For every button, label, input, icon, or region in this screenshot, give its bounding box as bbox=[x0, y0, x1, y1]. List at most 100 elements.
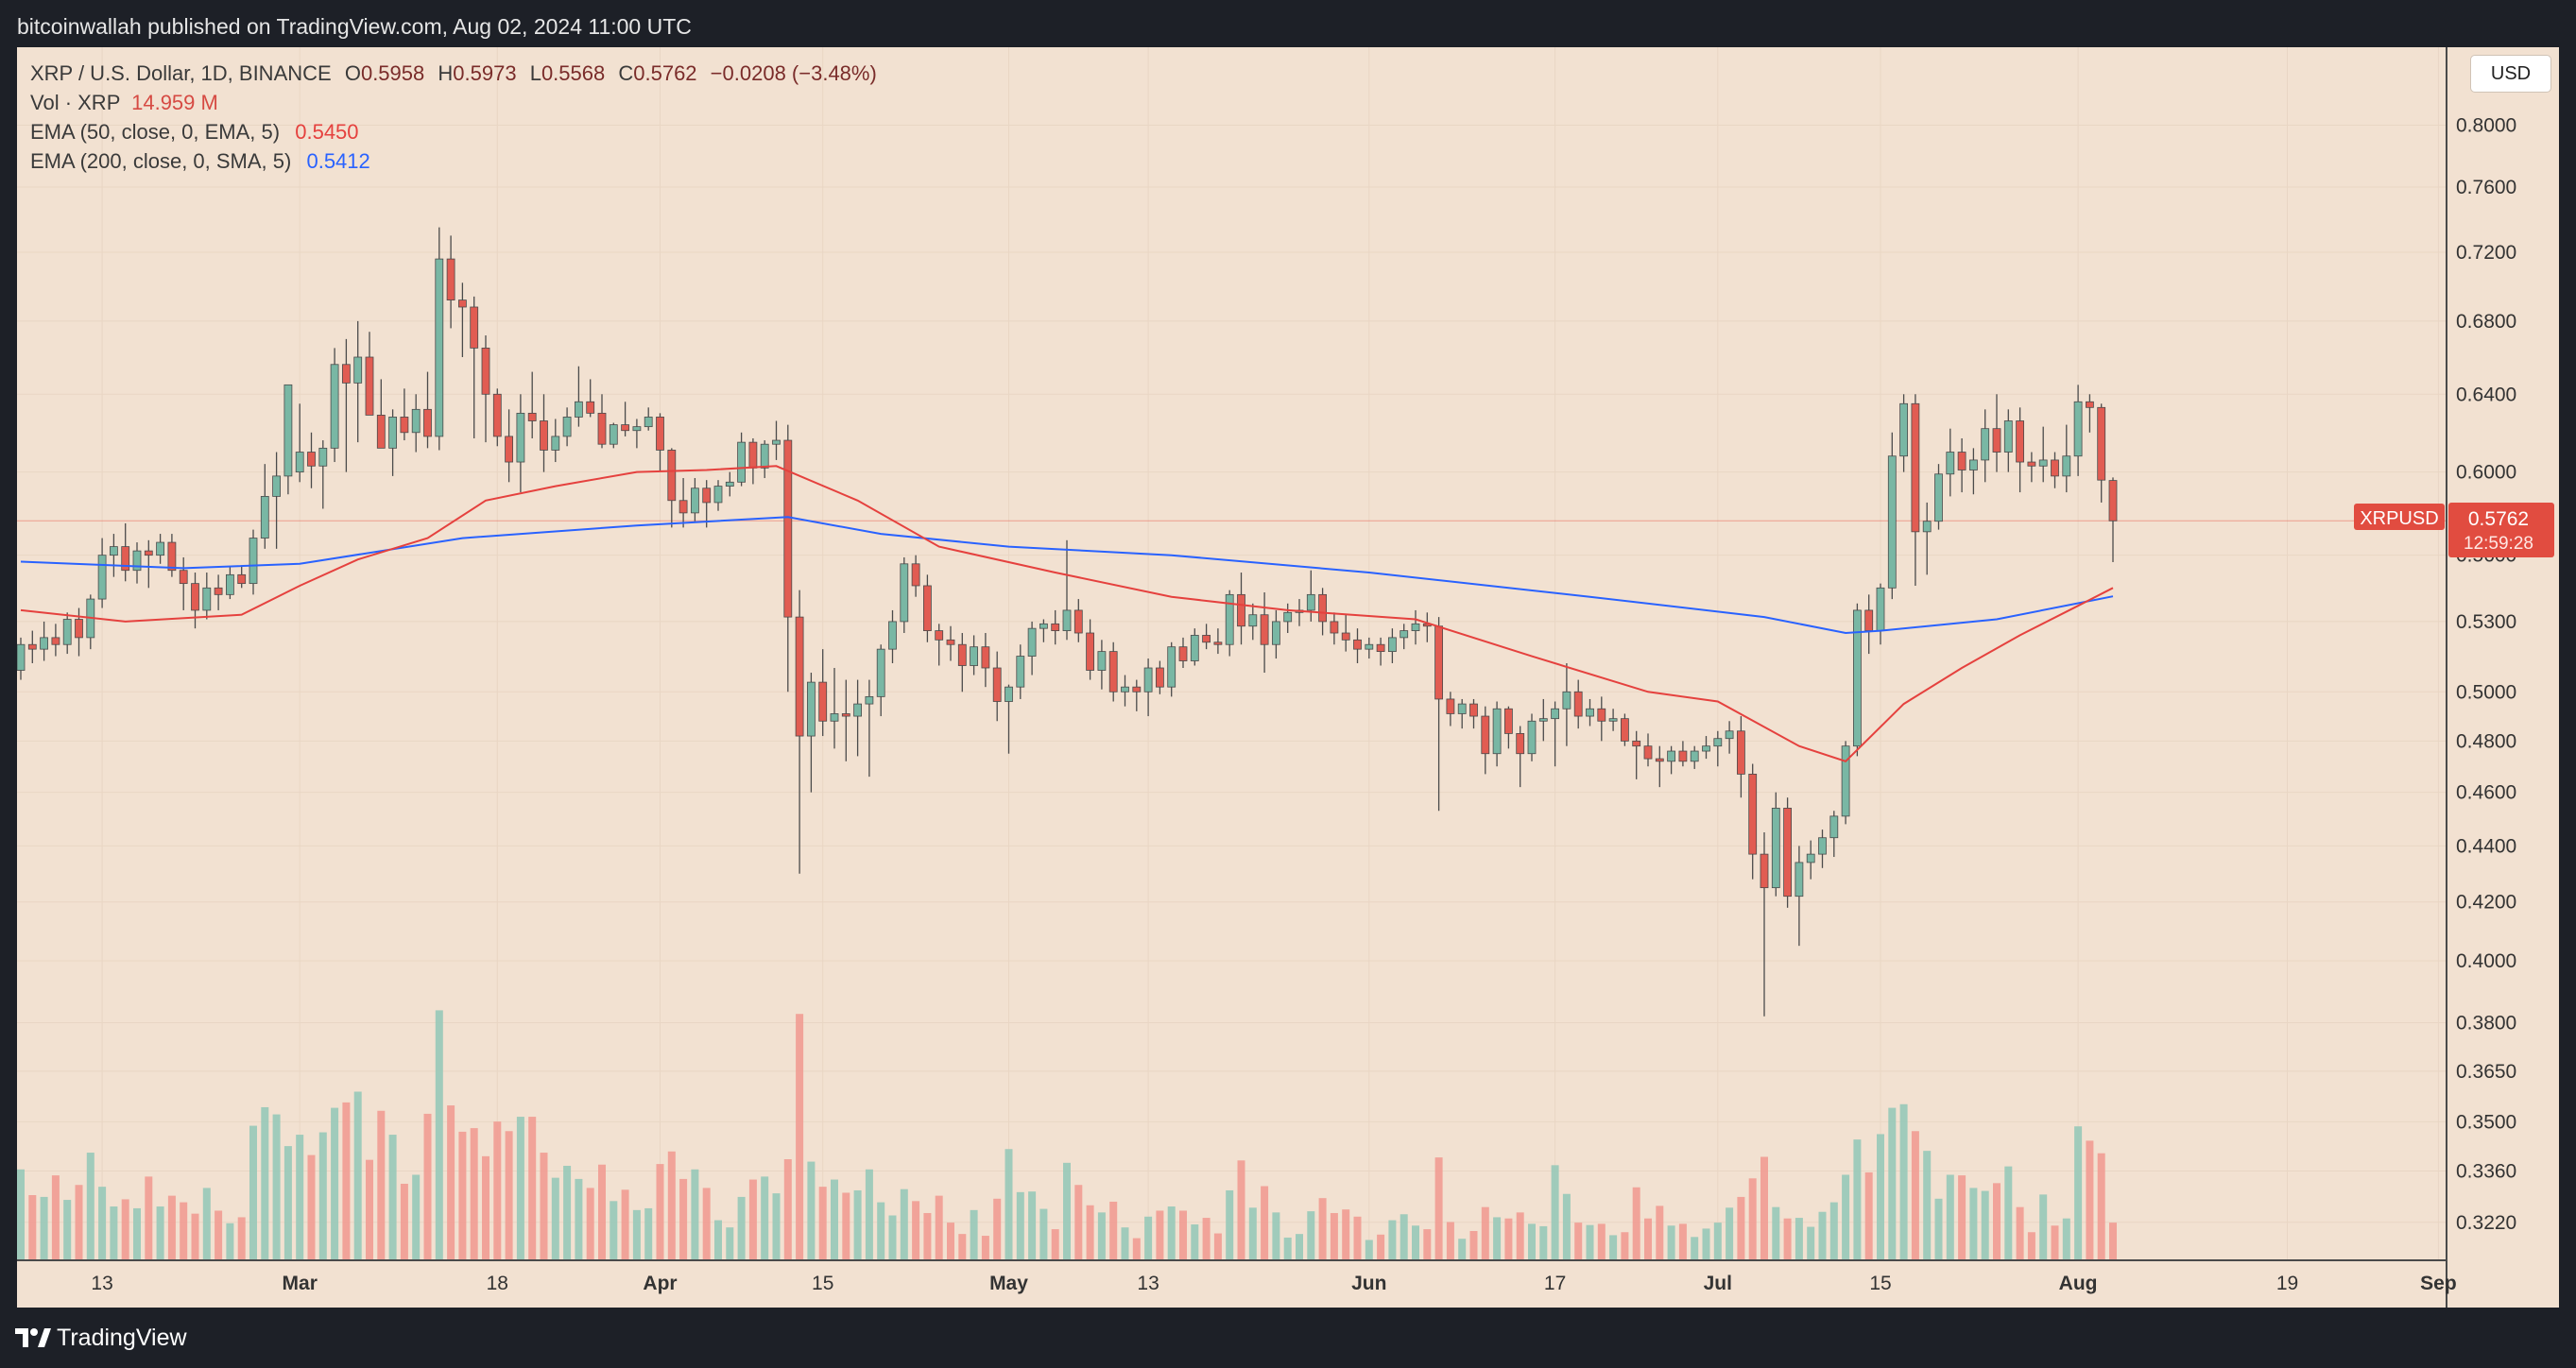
candle bbox=[1422, 612, 1432, 642]
volume-bar bbox=[1261, 1186, 1269, 1260]
legend-volume-row[interactable]: Vol · XRP 14.959 M bbox=[30, 88, 877, 117]
volume-bar bbox=[342, 1102, 351, 1260]
candle-body bbox=[1237, 593, 1245, 627]
candle-body bbox=[760, 443, 769, 469]
change-value: −0.0208 (−3.48%) bbox=[710, 61, 877, 85]
candle-body bbox=[481, 347, 490, 395]
candle bbox=[2051, 452, 2059, 488]
candle bbox=[1806, 840, 1815, 880]
candle bbox=[1864, 594, 1874, 655]
low-value: 0.5568 bbox=[541, 61, 606, 85]
candle bbox=[260, 464, 269, 549]
tradingview-logo-icon[interactable] bbox=[15, 1326, 53, 1349]
candle-body bbox=[853, 703, 862, 717]
candle bbox=[1457, 698, 1467, 729]
volume-bar bbox=[691, 1169, 699, 1260]
candle-body bbox=[1992, 428, 2001, 453]
candle bbox=[527, 371, 537, 438]
volume-bar bbox=[261, 1106, 269, 1260]
volume-bar bbox=[1493, 1217, 1502, 1260]
volume-bar bbox=[1981, 1190, 1989, 1260]
volume-bar bbox=[1702, 1228, 1710, 1260]
volume-bar bbox=[86, 1153, 94, 1260]
candle bbox=[457, 282, 467, 358]
volume-bar bbox=[598, 1164, 606, 1260]
time-tick-label: 13 bbox=[91, 1273, 112, 1294]
volume-bar bbox=[215, 1210, 223, 1260]
candle bbox=[1051, 609, 1060, 645]
candle-body bbox=[1005, 686, 1013, 702]
time-axis[interactable]: 13 Mar 18 Apr 15 May 13 Jun 17 Jul 15 Aug 19 Sep bbox=[91, 1273, 2456, 1294]
candle bbox=[981, 633, 990, 688]
candle-body bbox=[748, 441, 758, 469]
candle-body bbox=[1632, 740, 1641, 747]
candle bbox=[1016, 644, 1025, 699]
price-tick-label: 0.4000 bbox=[2456, 950, 2516, 972]
volume-bar bbox=[1609, 1235, 1618, 1260]
volume-bar bbox=[1353, 1216, 1362, 1260]
candle bbox=[1213, 628, 1223, 655]
candle bbox=[1156, 660, 1164, 694]
chart-panel[interactable]: 0.80000.76000.72000.68000.64000.60000.56… bbox=[17, 47, 2559, 1308]
candle-body bbox=[97, 555, 107, 600]
volume-bar bbox=[748, 1179, 757, 1260]
candle-body bbox=[575, 401, 583, 418]
volume-bar bbox=[1829, 1202, 1838, 1260]
candle-body bbox=[1097, 651, 1107, 671]
candle bbox=[1190, 628, 1199, 666]
volume-bar bbox=[110, 1206, 118, 1260]
candle bbox=[597, 394, 607, 449]
volume-bar bbox=[1993, 1183, 2001, 1260]
time-tick-label: Jun bbox=[1351, 1273, 1386, 1294]
candle-body bbox=[249, 538, 258, 585]
candle-body bbox=[1760, 853, 1769, 889]
price-tick-label: 0.8000 bbox=[2456, 115, 2516, 137]
candle bbox=[27, 630, 37, 664]
volume-bar bbox=[1539, 1225, 1548, 1260]
candle bbox=[1225, 590, 1234, 657]
candle bbox=[562, 407, 572, 447]
candle bbox=[341, 338, 351, 472]
volume-bar bbox=[1365, 1240, 1373, 1260]
candle bbox=[272, 452, 282, 549]
price-tag: XRPUSD 0.5762 12:59:28 bbox=[2354, 503, 2554, 557]
price-tick-label: 0.4800 bbox=[2456, 730, 2516, 752]
candle bbox=[2108, 477, 2118, 562]
candle bbox=[318, 440, 328, 509]
candle-body bbox=[737, 441, 746, 483]
volume-bar bbox=[1934, 1198, 1943, 1260]
candle bbox=[470, 296, 479, 438]
candle-body bbox=[400, 417, 409, 434]
candle bbox=[1876, 583, 1885, 645]
volume-bar bbox=[1504, 1218, 1513, 1260]
candle-body bbox=[1643, 745, 1653, 760]
price-chart[interactable]: 0.80000.76000.72000.68000.64000.60000.56… bbox=[17, 47, 2559, 1308]
candle-body bbox=[388, 417, 398, 449]
candle-body bbox=[167, 541, 177, 572]
candle bbox=[1073, 599, 1083, 642]
candle-body bbox=[2073, 401, 2083, 457]
price-tag-value: 0.5762 bbox=[2468, 508, 2529, 530]
candle-body bbox=[1283, 611, 1293, 623]
price-axis[interactable]: 0.80000.76000.72000.68000.64000.60000.56… bbox=[2456, 115, 2516, 1234]
volume-bar bbox=[1911, 1131, 1919, 1260]
price-tick-label: 0.6800 bbox=[2456, 311, 2516, 333]
price-tick-label: 0.3360 bbox=[2456, 1160, 2516, 1182]
legend-ema200-row[interactable]: EMA (200, close, 0, SMA, 5) 0.5412 bbox=[30, 146, 877, 176]
legend-symbol-row[interactable]: XRP / U.S. Dollar, 1D, BINANCE O0.5958 H… bbox=[30, 59, 877, 88]
volume-value: 14.959 M bbox=[131, 91, 218, 114]
candle-body bbox=[1434, 625, 1443, 700]
candle bbox=[1981, 409, 1990, 483]
candle bbox=[737, 432, 746, 487]
candle-body bbox=[376, 415, 386, 449]
volume-bar bbox=[632, 1209, 641, 1260]
currency-button[interactable]: USD bbox=[2470, 55, 2551, 93]
candle bbox=[1481, 706, 1490, 775]
candle-body bbox=[17, 643, 26, 671]
candle-body bbox=[841, 713, 850, 717]
volume-bar bbox=[540, 1153, 548, 1260]
legend-ema50-row[interactable]: EMA (50, close, 0, EMA, 5) 0.5450 bbox=[30, 117, 877, 146]
candle bbox=[830, 668, 839, 749]
candle-body bbox=[132, 550, 142, 572]
tradingview-brand[interactable]: TradingView bbox=[57, 1325, 187, 1351]
